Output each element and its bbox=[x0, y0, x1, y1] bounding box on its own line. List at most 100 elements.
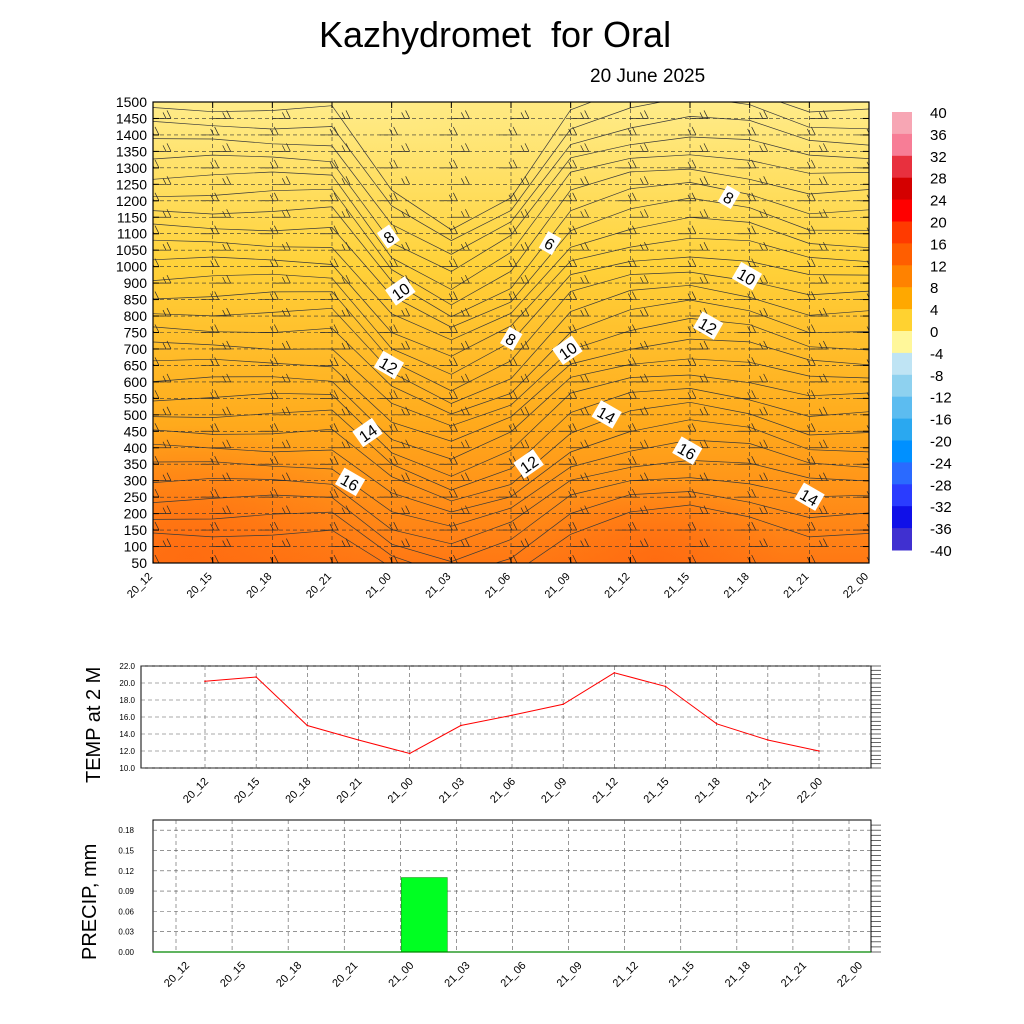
wind-barb-icon bbox=[869, 242, 887, 250]
wind-barb-icon bbox=[869, 176, 887, 184]
y-tick-label: 1350 bbox=[116, 143, 147, 159]
x-tick-label: 21_06 bbox=[488, 776, 518, 806]
colorbar-swatch bbox=[892, 462, 912, 485]
colorbar-label: -8 bbox=[930, 368, 943, 385]
x-tick-label: 21_21 bbox=[781, 571, 811, 601]
wind-barb-icon bbox=[499, 102, 517, 103]
x-tick-label: 20_18 bbox=[283, 776, 313, 806]
contour-label: 14 bbox=[591, 400, 622, 429]
colorbar-swatch bbox=[892, 155, 912, 179]
x-tick-label: 21_12 bbox=[611, 960, 641, 990]
wind-barb-icon bbox=[212, 274, 231, 284]
y-tick-label: 16.0 bbox=[119, 713, 135, 722]
wind-barb-icon bbox=[737, 456, 756, 465]
colorbar-label: 40 bbox=[930, 105, 947, 122]
colorbar-swatch bbox=[892, 440, 912, 463]
y-tick-label: 900 bbox=[124, 275, 148, 291]
x-tick-label: 21_21 bbox=[779, 960, 809, 990]
wind-barb-icon bbox=[869, 473, 887, 481]
temp-point bbox=[255, 676, 257, 678]
wind-barb-icon bbox=[212, 373, 231, 383]
x-tick-label: 20_21 bbox=[304, 571, 334, 601]
colorbar-label: -12 bbox=[930, 390, 952, 407]
wind-barb-icon bbox=[869, 143, 887, 151]
y-tick-label: 500 bbox=[124, 407, 148, 423]
y-tick-label: 850 bbox=[124, 292, 148, 308]
y-tick-label: 700 bbox=[124, 341, 148, 357]
wind-barb-icon bbox=[212, 242, 231, 251]
y-tick-label: 550 bbox=[124, 390, 148, 406]
page-title: Kazhydromet for Oral bbox=[318, 14, 672, 55]
y-tick-label: 0.00 bbox=[118, 948, 134, 957]
x-tick-label: 22_00 bbox=[795, 776, 825, 806]
contour-label: 12 bbox=[373, 350, 405, 380]
x-tick-label: 20_18 bbox=[274, 960, 304, 990]
wind-barb-icon bbox=[737, 126, 756, 136]
x-tick-label: 21_15 bbox=[667, 960, 697, 990]
svg-text:16: 16 bbox=[674, 441, 698, 465]
wind-barb-icon bbox=[869, 341, 887, 349]
colorbar-label: 20 bbox=[930, 215, 947, 232]
y-tick-label: 450 bbox=[124, 423, 148, 439]
x-tick-label: 21_21 bbox=[744, 776, 774, 806]
y-tick-label: 1400 bbox=[116, 127, 147, 143]
contour-label: 6 bbox=[538, 231, 562, 256]
temp-point bbox=[767, 739, 769, 741]
wind-barb-icon bbox=[737, 390, 756, 399]
colorbar-label: -4 bbox=[930, 346, 943, 363]
y-tick-label: 750 bbox=[124, 325, 148, 341]
x-tick-label: 21_18 bbox=[693, 776, 723, 806]
y-tick-label: 400 bbox=[124, 440, 148, 456]
wind-barb-icon bbox=[737, 324, 756, 333]
colorbar-label: -28 bbox=[930, 477, 952, 494]
y-tick-label: 350 bbox=[124, 456, 148, 472]
wind-barb-icon bbox=[618, 357, 637, 366]
wind-barb-icon bbox=[212, 538, 231, 547]
y-tick-label: 0.12 bbox=[118, 867, 134, 876]
temp-point bbox=[306, 724, 309, 727]
temp-series-line bbox=[204, 672, 820, 755]
colorbar-label: -20 bbox=[930, 434, 952, 451]
svg-text:14: 14 bbox=[594, 404, 618, 428]
wind-barb-icon bbox=[618, 291, 637, 300]
y-tick-label: 650 bbox=[124, 357, 148, 373]
x-tick-label: 22_00 bbox=[835, 960, 865, 990]
y-tick-label: 10.0 bbox=[119, 764, 135, 773]
contour-label: 16 bbox=[672, 436, 703, 465]
precip-y-axis-label: PRECIP, mm bbox=[79, 844, 101, 960]
wind-barb-icon bbox=[212, 472, 231, 482]
contour-label: 14 bbox=[794, 482, 825, 511]
wind-barb-icon bbox=[737, 192, 756, 202]
wind-barb-icon bbox=[212, 110, 231, 119]
y-tick-label: 20.0 bbox=[119, 679, 135, 688]
wind-barb-icon bbox=[869, 209, 887, 217]
contour-label: 10 bbox=[731, 261, 763, 291]
colorbar-label: 0 bbox=[930, 324, 938, 341]
colorbar-label: -36 bbox=[930, 521, 952, 538]
y-tick-label: 18.0 bbox=[119, 696, 135, 705]
wind-barb-icon bbox=[212, 406, 231, 416]
wind-barb-icon bbox=[869, 440, 887, 448]
wind-barb-icon bbox=[618, 456, 637, 465]
x-tick-label: 20_15 bbox=[185, 571, 215, 601]
colorbar-label: 12 bbox=[930, 258, 947, 275]
colorbar-swatch bbox=[892, 199, 912, 222]
colorbar-label: 28 bbox=[930, 171, 947, 188]
wind-barb-icon bbox=[212, 307, 231, 317]
x-tick-label: 20_15 bbox=[232, 776, 262, 806]
x-tick-label: 21_03 bbox=[437, 776, 467, 806]
y-tick-label: 1450 bbox=[116, 110, 147, 126]
y-tick-label: 1050 bbox=[116, 242, 147, 258]
precip-frame bbox=[152, 819, 872, 953]
colorbar-swatch bbox=[892, 331, 912, 354]
temp-point bbox=[715, 723, 718, 725]
wind-barb-icon bbox=[737, 423, 756, 432]
wind-barb-icon bbox=[618, 390, 637, 399]
y-tick-label: 1000 bbox=[116, 259, 147, 275]
wind-barb-icon bbox=[737, 521, 756, 531]
wind-barb-icon bbox=[869, 308, 887, 316]
wind-barb-icon bbox=[737, 159, 756, 169]
precip-bar bbox=[401, 877, 448, 953]
svg-text:14: 14 bbox=[797, 487, 821, 511]
